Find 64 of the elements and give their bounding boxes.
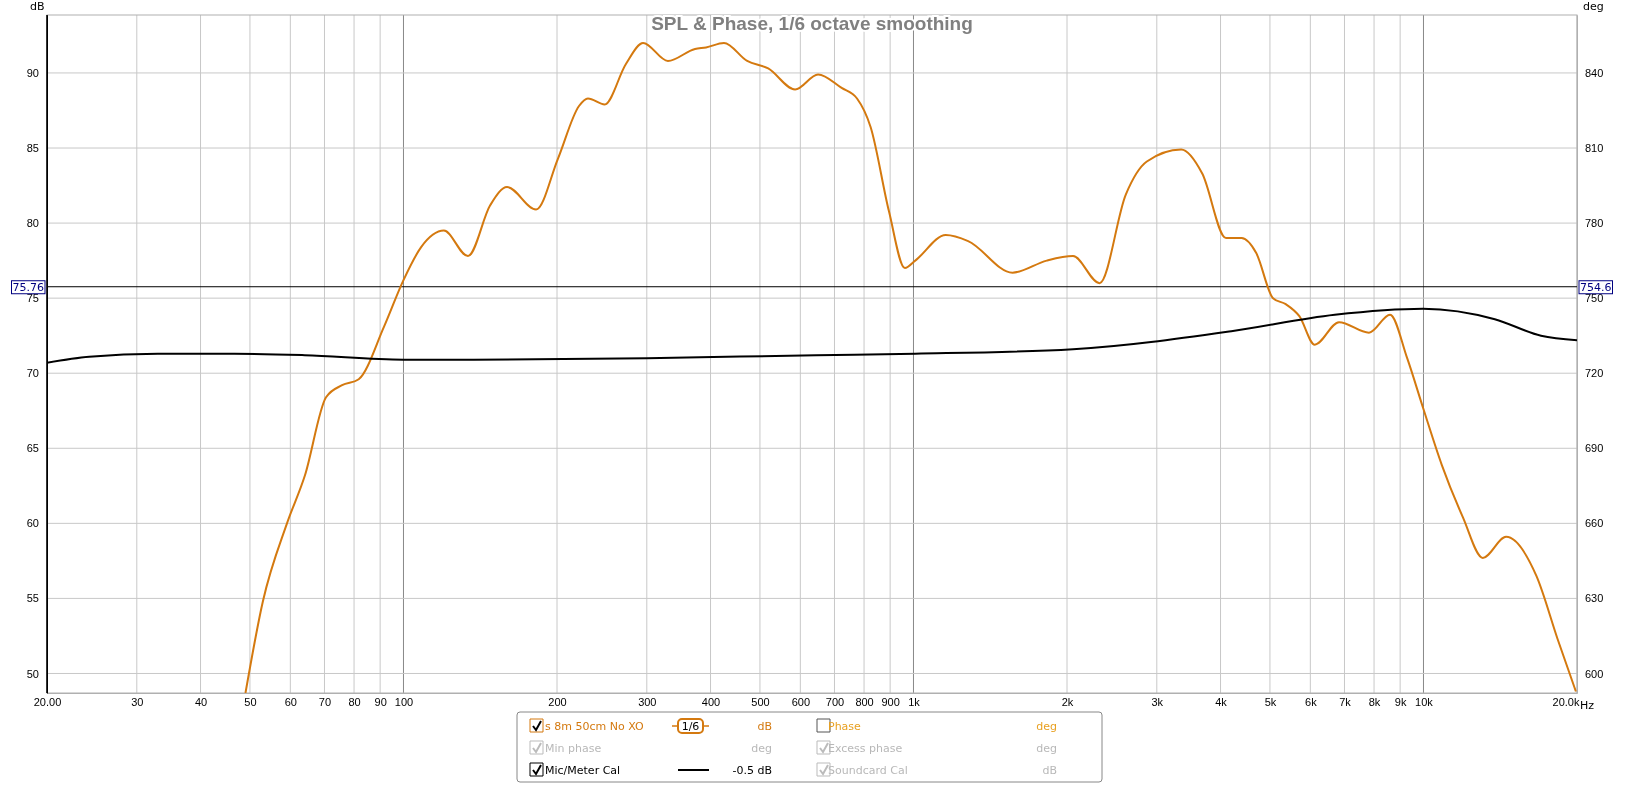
- y2-tick-label: 810: [1585, 142, 1604, 155]
- text: -0.5 dB: [732, 764, 772, 777]
- x-tick-label: 200: [548, 695, 567, 708]
- y-tick-label: 60: [26, 517, 39, 530]
- y-tick-label: 70: [26, 367, 39, 380]
- x-tick-label: 700: [825, 695, 845, 708]
- x-tick-label: 6k: [1305, 695, 1318, 708]
- x-tick-label: 400: [701, 695, 721, 708]
- x-tick-label: 1k: [908, 695, 921, 708]
- y-axis-title: dB: [30, 0, 45, 13]
- text: Phase: [828, 720, 862, 733]
- text: deg: [1036, 742, 1057, 755]
- y2-tick-label: 750: [1585, 292, 1604, 305]
- x-tick-label: 30: [131, 695, 144, 708]
- text: Min phase: [545, 742, 602, 755]
- x-tick-label: 8k: [1368, 695, 1381, 708]
- y-tick-label: 85: [26, 142, 39, 155]
- x-tick-label: 9k: [1394, 695, 1407, 708]
- y2-tick-label: 660: [1585, 517, 1604, 530]
- x-tick-label: 5k: [1264, 695, 1277, 708]
- x-tick-label: 900: [881, 695, 900, 708]
- x-tick-label: 50: [244, 695, 257, 708]
- text: dB: [757, 720, 772, 733]
- text: 1/6: [681, 720, 700, 733]
- y2-tick-label: 600: [1585, 667, 1604, 680]
- x-tick-label: 300: [638, 695, 657, 708]
- x-tick-label: 7k: [1339, 695, 1352, 708]
- x-tick-label: 90: [374, 695, 387, 708]
- x-tick-label: 800: [855, 695, 874, 708]
- x-tick-label: 3k: [1151, 695, 1164, 708]
- x-tick-label: 10k: [1415, 695, 1434, 708]
- x-tick-label: 500: [751, 695, 770, 708]
- y2-axis-title: deg: [1583, 0, 1604, 13]
- y2-tick-label: 630: [1585, 592, 1604, 605]
- text: Excess phase: [828, 742, 903, 755]
- y2-tick-label: 720: [1585, 367, 1604, 380]
- x-tick-label: 600: [791, 695, 811, 708]
- y2-tick-label: 840: [1585, 67, 1604, 80]
- x-tick-label: 20.00: [33, 695, 62, 708]
- y-tick-label: 80: [26, 217, 39, 230]
- x-tick-label: 2k: [1061, 695, 1074, 708]
- y2-tick-label: 690: [1585, 442, 1604, 455]
- text: dB: [1042, 764, 1057, 777]
- y-tick-label: 90: [26, 66, 39, 79]
- x-tick-label: 40: [194, 695, 208, 708]
- x-tick-label: 100: [394, 695, 414, 708]
- x-tick-label: 80: [348, 695, 361, 708]
- y-tick-label: 55: [26, 592, 39, 605]
- x-tick-label: 4k: [1215, 695, 1228, 708]
- y-tick-label: 75: [26, 292, 39, 305]
- x-axis-title: Hz: [1580, 699, 1595, 712]
- text: 754.6: [1580, 280, 1612, 294]
- y2-tick-label: 780: [1585, 217, 1604, 230]
- ref-line-label: 75.76: [12, 280, 44, 294]
- text: deg: [751, 742, 772, 755]
- y-tick-label: 65: [26, 442, 39, 455]
- legend-label: Mic/Meter Cal: [545, 764, 621, 777]
- x-tick-label: 70: [318, 695, 332, 708]
- text: deg: [1036, 720, 1057, 733]
- text: Soundcard Cal: [828, 764, 908, 777]
- x-tick-label: 60: [284, 695, 297, 708]
- y-tick-label: 50: [26, 667, 39, 680]
- legend-label: s 8m 50cm No XO: [545, 720, 644, 733]
- x-tick-label: 20.0k: [1552, 695, 1580, 708]
